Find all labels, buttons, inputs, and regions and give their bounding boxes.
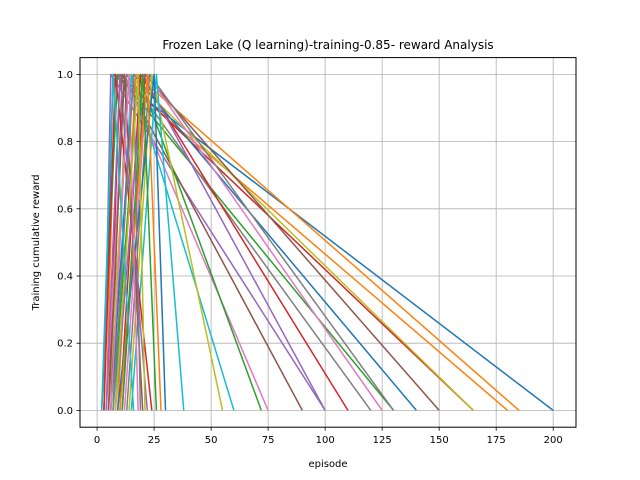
series-line [103, 73, 326, 411]
y-tick-label: 0.2 [57, 339, 73, 350]
x-tick-label: 75 [262, 435, 275, 446]
x-tick-label: 25 [148, 435, 161, 446]
x-tick-label: 200 [544, 435, 563, 446]
series-line [100, 73, 395, 411]
series-line [121, 73, 158, 411]
series-line [103, 73, 153, 411]
x-axis-ticks: 0 25 50 75 100 125 150 175 200 [94, 427, 563, 446]
y-tick-label: 0.6 [57, 204, 73, 215]
y-axis-ticks: 0.0 0.2 0.4 0.6 0.8 1.0 [57, 70, 80, 417]
x-axis-label: episode [308, 459, 347, 470]
series-line [112, 73, 142, 411]
series-line [110, 73, 139, 411]
series-line [116, 73, 520, 411]
series-line [126, 73, 395, 411]
y-tick-label: 1.0 [57, 70, 73, 81]
plot-frame [79, 57, 577, 428]
series-line [112, 73, 372, 411]
series-line [116, 73, 167, 411]
y-axis-label: Training cumulative reward [31, 174, 42, 311]
x-tick-label: 0 [94, 435, 100, 446]
x-tick-label: 175 [487, 435, 506, 446]
series-line [110, 73, 304, 411]
chart-title: Frozen Lake (Q learning)-training-0.85- … [162, 38, 493, 52]
x-tick-label: 50 [205, 435, 218, 446]
x-tick-label: 100 [316, 435, 335, 446]
y-tick-label: 0.0 [57, 406, 73, 417]
y-tick-label: 0.4 [57, 272, 73, 283]
series-lines [100, 73, 554, 411]
series-line [105, 73, 509, 411]
y-tick-label: 0.8 [57, 137, 73, 148]
x-tick-label: 150 [430, 435, 449, 446]
series-line [114, 73, 146, 411]
series-line [107, 73, 144, 411]
x-tick-label: 125 [373, 435, 392, 446]
series-line [100, 73, 135, 411]
